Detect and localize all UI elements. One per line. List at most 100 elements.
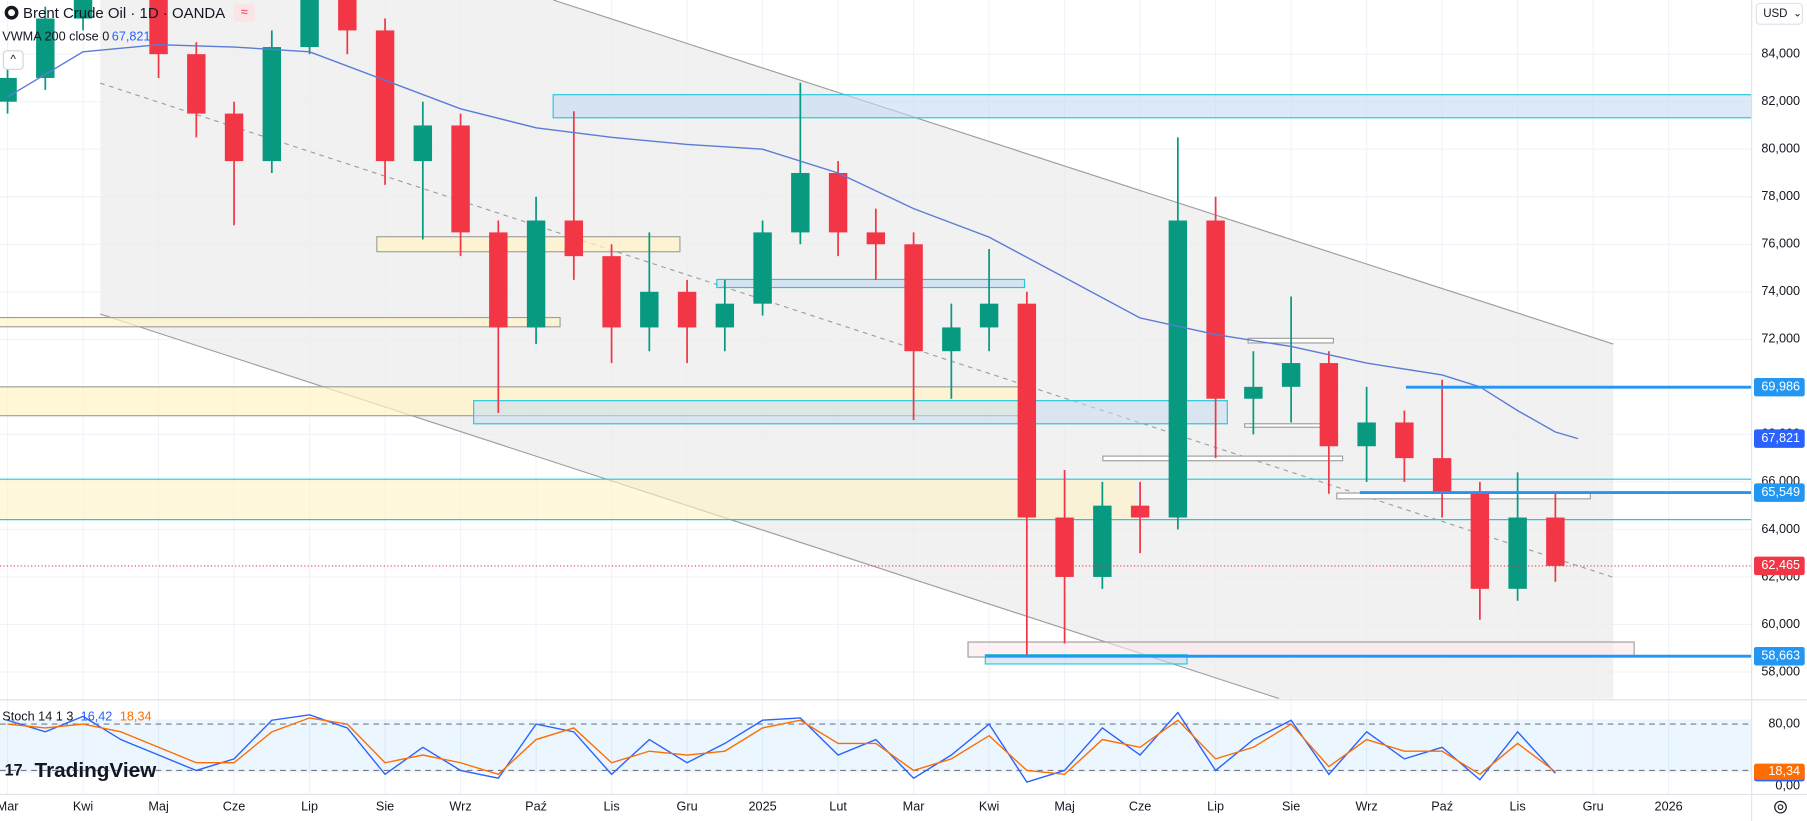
- candle-body: [451, 125, 470, 233]
- candle-body: [489, 232, 508, 328]
- zone: [0, 479, 1136, 520]
- y-tick-label: 80,000: [1761, 142, 1800, 156]
- candle-body: [338, 0, 357, 31]
- candle-body: [866, 232, 886, 245]
- settings-button[interactable]: [1774, 800, 1787, 814]
- candle-body: [73, 0, 93, 19]
- osc-badge: [1753, 763, 1805, 780]
- osc-tick-label: 0,00: [1775, 778, 1800, 792]
- candle-body: [1357, 422, 1376, 447]
- channel-midline: [100, 82, 1614, 578]
- y-tick-label: 60,000: [1761, 617, 1800, 631]
- y-tick-label: 74,000: [1761, 284, 1800, 298]
- x-tick-label: Kwi: [979, 799, 999, 813]
- zone: [1244, 423, 1329, 428]
- indicator-name[interactable]: VWMA 200 close 0: [2, 29, 109, 43]
- candle-body: [753, 232, 772, 304]
- candle-body: [1546, 517, 1565, 566]
- candle-body: [300, 0, 319, 48]
- x-tick-label: Lis: [1510, 799, 1526, 813]
- x-tick-label: Maj: [1054, 799, 1074, 813]
- x-tick-label: Kwi: [73, 799, 93, 813]
- price-badge: [1753, 483, 1805, 502]
- candle-body: [413, 125, 433, 162]
- candle-body: [1432, 458, 1452, 494]
- candle-body: [526, 220, 546, 328]
- x-tick-label: Gru: [1583, 799, 1604, 813]
- y-tick-label: 76,000: [1761, 237, 1800, 251]
- symbol-title[interactable]: Brent Crude Oil · 1D · OANDA: [23, 5, 225, 22]
- y-tick-label: 78,000: [1761, 189, 1800, 203]
- y-tick-label: 58,000: [1761, 664, 1800, 678]
- oscillator-d-value: 18,34: [120, 709, 152, 723]
- candle-body: [1206, 220, 1225, 399]
- axes: 58,00060,00062,00064,00066,00068,00070,0…: [0, 47, 1805, 813]
- candle-body: [187, 54, 206, 114]
- x-tick-label: Mar: [0, 799, 19, 813]
- osc-tick-label: 80,00: [1768, 716, 1800, 730]
- price-badge-label: 58,663: [1761, 649, 1800, 663]
- x-tick-label: 2025: [748, 799, 776, 813]
- x-tick-label: Paź: [525, 799, 547, 813]
- candle-body: [602, 256, 621, 328]
- x-tick-label: Lip: [301, 799, 318, 813]
- collapse-button[interactable]: [2, 50, 24, 70]
- oscillator-name[interactable]: Stoch 14 1 3: [2, 709, 73, 723]
- zone: [0, 316, 561, 328]
- candle-body: [262, 47, 282, 162]
- candle-body: [36, 18, 55, 78]
- symbol-icon: [8, 9, 15, 17]
- x-tick-label: Sie: [1282, 799, 1300, 813]
- x-tick-label: Lip: [1207, 799, 1224, 813]
- settings-button-inner: [1777, 804, 1784, 811]
- status-icon-glyph: ≈: [241, 5, 248, 19]
- candle-body: [1244, 386, 1263, 399]
- price-badge: [1753, 377, 1805, 397]
- candle-body: [0, 77, 17, 102]
- osc-badge-label: 18,34: [1768, 764, 1800, 778]
- candle-body: [942, 327, 961, 352]
- price-badge: [1753, 556, 1805, 576]
- candle-body: [1093, 505, 1112, 577]
- collapse-glyph: ^: [11, 54, 17, 66]
- x-tick-label: Paź: [1431, 799, 1453, 813]
- candle-body: [979, 303, 999, 328]
- indicator-value: 67,821: [112, 29, 151, 43]
- zone: [984, 654, 1188, 665]
- x-tick-label: Cze: [223, 799, 246, 813]
- x-tick-label: Mar: [903, 799, 926, 813]
- candle-body: [224, 113, 244, 162]
- y-tick-label: 64,000: [1761, 522, 1800, 536]
- stoch-line: [7, 711, 1556, 783]
- zone: [716, 278, 1026, 289]
- y-tick-label: 72,000: [1761, 332, 1800, 346]
- candle-body: [677, 291, 697, 328]
- candle-body: [904, 244, 923, 352]
- price-badge-label: 62,465: [1761, 558, 1800, 572]
- candle-body: [149, 0, 168, 55]
- brand-name[interactable]: TradingView: [35, 759, 158, 782]
- candle-body: [564, 220, 584, 257]
- stoch-band: [0, 719, 1752, 773]
- currency-label[interactable]: USD: [1763, 8, 1787, 20]
- x-tick-label: Lis: [603, 799, 619, 813]
- candle-body: [1508, 517, 1527, 589]
- brand-mark: 17: [5, 762, 23, 780]
- x-tick-label: Maj: [148, 799, 168, 813]
- price-pane: [0, 0, 1752, 658]
- candle-body: [828, 172, 848, 233]
- zone: [473, 400, 1228, 425]
- stoch-pane: [0, 711, 1752, 783]
- candle-body: [1017, 303, 1037, 518]
- price-badge-label: 67,821: [1761, 431, 1800, 445]
- candle-body: [715, 303, 735, 328]
- candle-body: [1319, 363, 1339, 447]
- candle-body: [1130, 505, 1150, 518]
- candle-body: [1281, 363, 1301, 387]
- candle-body: [1168, 220, 1188, 518]
- candle-body: [375, 30, 395, 162]
- x-tick-label: Wrz: [1355, 799, 1377, 813]
- currency-button[interactable]: [1755, 2, 1803, 25]
- x-tick-label: Lut: [829, 799, 847, 813]
